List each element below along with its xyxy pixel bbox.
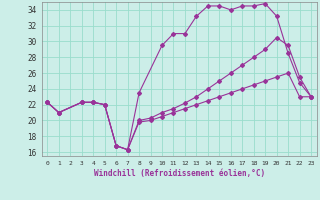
X-axis label: Windchill (Refroidissement éolien,°C): Windchill (Refroidissement éolien,°C) [94,169,265,178]
